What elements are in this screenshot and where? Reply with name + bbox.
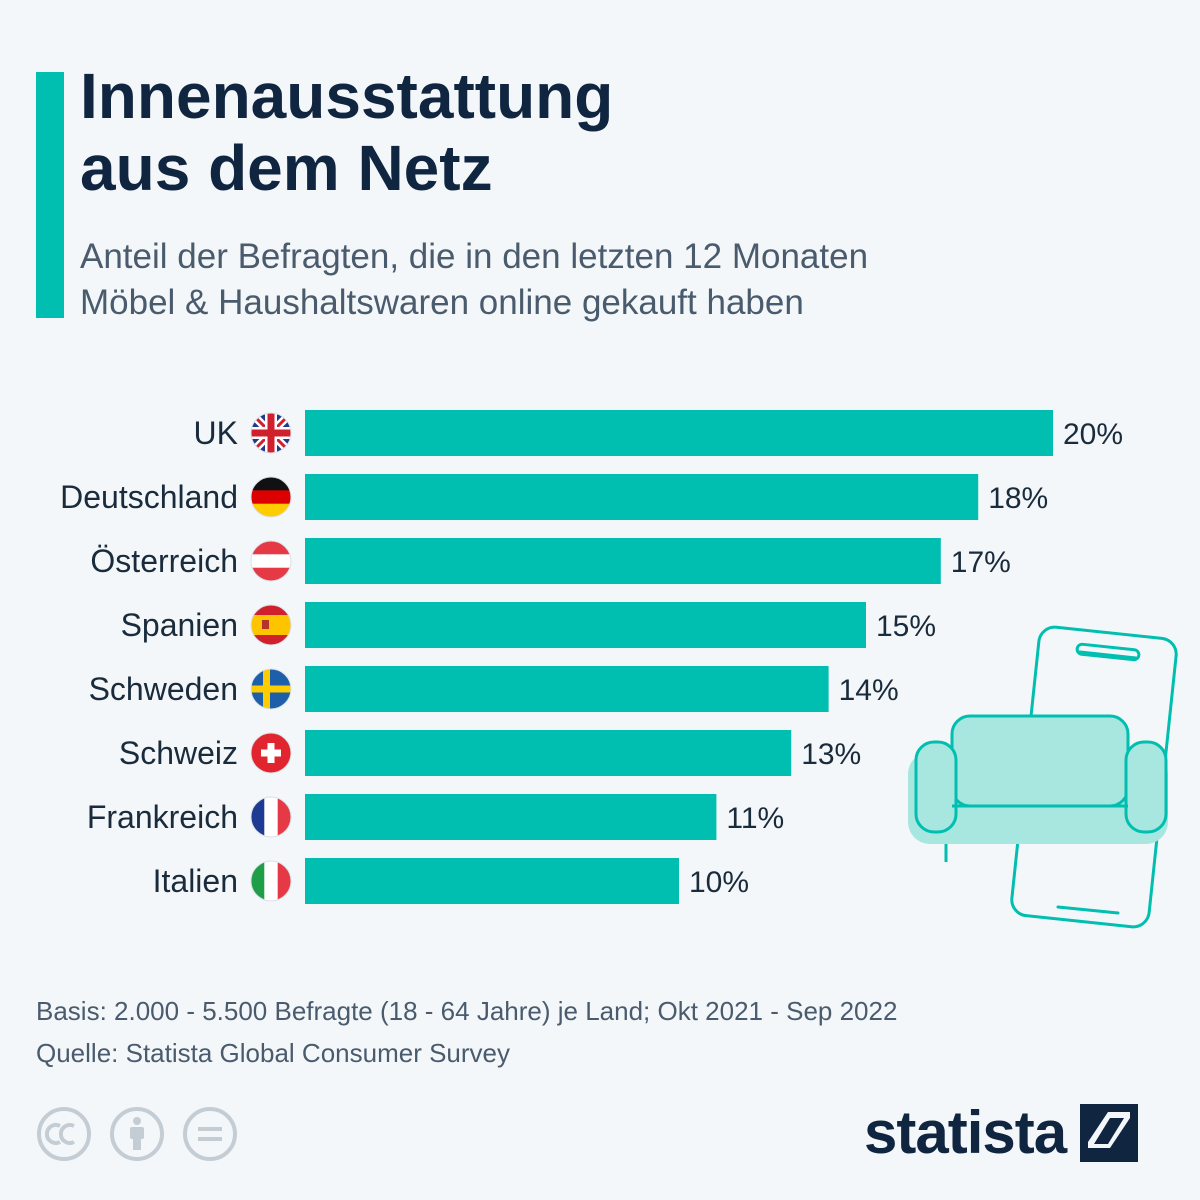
no-derivatives-icon[interactable] bbox=[183, 1107, 237, 1161]
cc-icon[interactable] bbox=[37, 1107, 91, 1161]
bar-6 bbox=[305, 794, 717, 840]
sofa-icon bbox=[908, 714, 1168, 862]
title-line-2: aus dem Netz bbox=[80, 132, 493, 204]
value-label: 13% bbox=[801, 738, 861, 771]
smartphone-sofa-illustration bbox=[908, 625, 1178, 929]
page-title: Innenausstattung aus dem Netz bbox=[80, 60, 1080, 204]
bar-3 bbox=[305, 602, 866, 648]
subtitle-line-1: Anteil der Befragten, die in den letzten… bbox=[80, 237, 869, 276]
flag-spain-icon bbox=[250, 604, 292, 646]
flag-uk-icon bbox=[250, 412, 292, 454]
flag-switzerland-icon bbox=[250, 732, 292, 774]
flag-italy-icon bbox=[250, 860, 292, 902]
footer: Basis: 2.000 - 5.500 Befragte (18 - 64 J… bbox=[36, 990, 1156, 1074]
category-label: Spanien bbox=[121, 607, 238, 643]
value-label: 10% bbox=[689, 866, 749, 899]
subtitle-line-2: Möbel & Haushaltswaren online gekauft ha… bbox=[80, 283, 804, 322]
bar-0 bbox=[305, 410, 1053, 456]
bar-1 bbox=[305, 474, 979, 520]
category-label: Frankreich bbox=[87, 799, 238, 835]
flag-austria-icon bbox=[250, 540, 292, 582]
statista-logo[interactable]: statista bbox=[864, 1098, 1139, 1168]
basis-note: Basis: 2.000 - 5.500 Befragte (18 - 64 J… bbox=[36, 996, 898, 1026]
category-label: Schweiz bbox=[119, 735, 238, 771]
category-label: UK bbox=[194, 415, 238, 451]
value-label: 18% bbox=[988, 482, 1048, 515]
license-icons bbox=[37, 1107, 237, 1161]
category-label: Österreich bbox=[90, 543, 238, 579]
bars-layer: UK 20% Deutschland 18% Österreich 17% Spanien 1… bbox=[60, 410, 1123, 904]
bar-5 bbox=[305, 730, 792, 776]
attribution-icon[interactable] bbox=[110, 1107, 164, 1161]
bar-7 bbox=[305, 858, 679, 904]
value-label: 11% bbox=[726, 802, 784, 835]
category-label: Italien bbox=[153, 863, 238, 899]
bar-chart: UK 20% Deutschland 18% Österreich 17% Spanien 1… bbox=[60, 410, 1178, 929]
category-label: Deutschland bbox=[60, 479, 238, 515]
bar-2 bbox=[305, 538, 941, 584]
value-label: 20% bbox=[1063, 418, 1123, 451]
flag-france-icon bbox=[250, 796, 292, 838]
subtitle: Anteil der Befragten, die in den letzten… bbox=[80, 234, 1160, 326]
accent-bar bbox=[36, 72, 64, 318]
logo-text: statista bbox=[864, 1099, 1067, 1166]
category-label: Schweden bbox=[89, 671, 238, 707]
title-line-1: Innenausstattung bbox=[80, 60, 614, 132]
value-label: 15% bbox=[876, 610, 936, 643]
flag-sweden-icon bbox=[250, 668, 292, 710]
flag-germany-icon bbox=[250, 476, 292, 518]
value-label: 17% bbox=[951, 546, 1011, 579]
statista-logo-icon bbox=[1080, 1104, 1139, 1162]
bar-4 bbox=[305, 666, 829, 712]
value-label: 14% bbox=[839, 674, 899, 707]
source-note: Quelle: Statista Global Consumer Survey bbox=[36, 1038, 510, 1068]
